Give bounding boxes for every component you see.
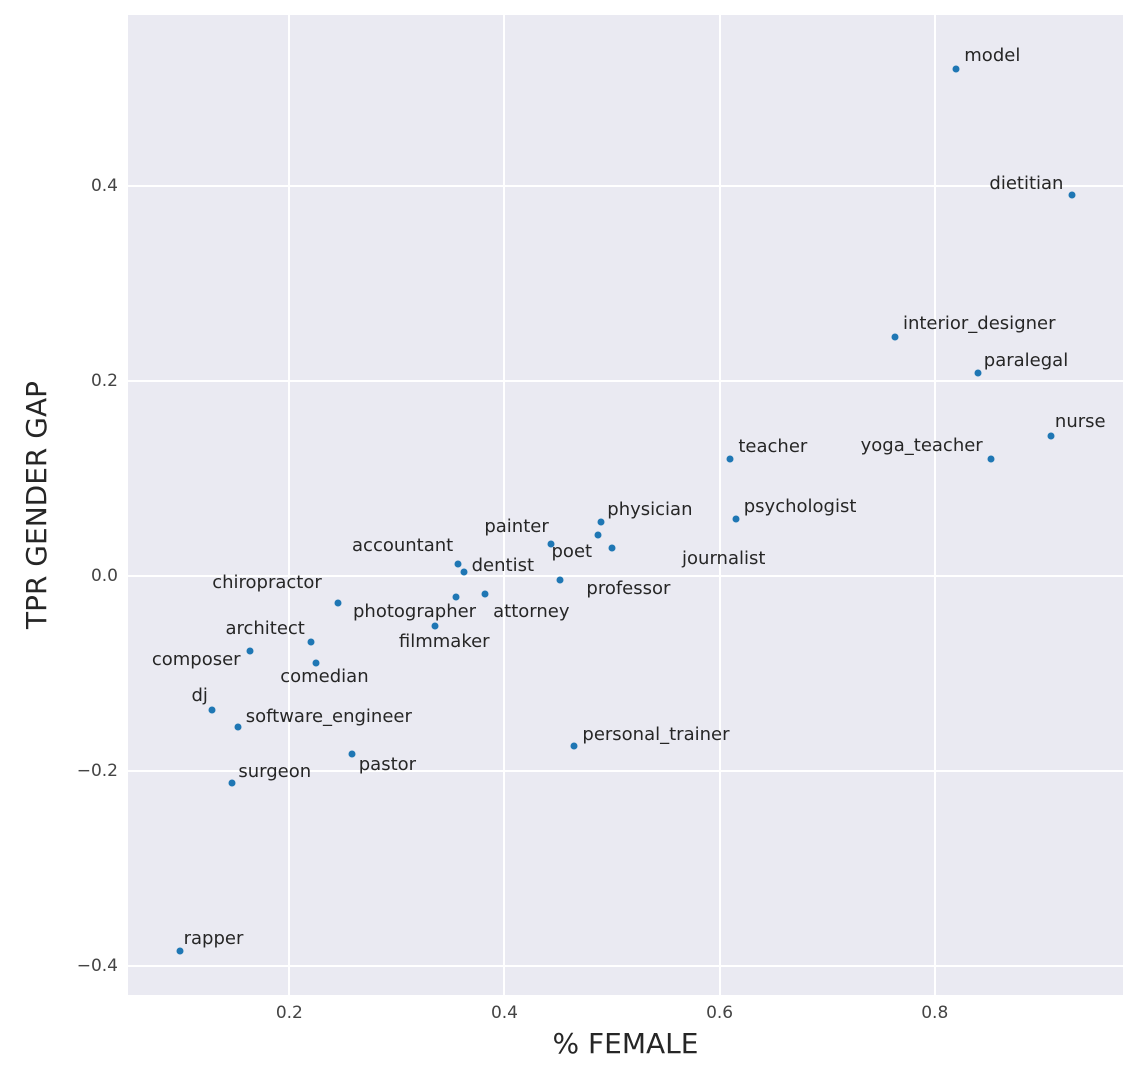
point-label-photographer: photographer [353, 601, 477, 623]
point-label-pastor: pastor [358, 754, 417, 776]
scatter-point-filmmaker [431, 622, 439, 630]
x-tick-label: 0.8 [921, 1003, 949, 1023]
y-tick-label: 0.2 [90, 370, 118, 391]
y-tick-label: 0.4 [90, 175, 118, 196]
scatter-point-journalist [608, 544, 616, 552]
point-label-yoga_teacher: yoga_teacher [860, 434, 983, 456]
point-label-physician: physician [607, 499, 693, 521]
point-label-professor: professor [586, 577, 671, 599]
point-label-filmmaker: filmmaker [398, 631, 490, 653]
point-label-paralegal: paralegal [983, 349, 1069, 371]
scatter-point-painter [547, 540, 555, 548]
scatter-point-accountant [454, 560, 462, 568]
scatter-point-dietitian [1068, 191, 1076, 199]
x-gridline [933, 15, 936, 995]
point-label-surgeon: surgeon [238, 761, 312, 783]
scatter-point-rapper [176, 947, 184, 955]
scatter-point-surgeon [228, 779, 236, 787]
scatter-point-teacher [726, 455, 734, 463]
y-gridline [128, 964, 1123, 967]
y-gridline [128, 379, 1123, 382]
scatter-point-architect [307, 638, 315, 646]
scatter-point-pastor [348, 750, 356, 758]
scatter-point-model [952, 65, 960, 73]
scatter-point-composer [246, 647, 254, 655]
scatter-point-photographer [452, 593, 460, 601]
point-label-dietitian: dietitian [989, 173, 1064, 195]
y-axis-label: TPR GENDER GAP [19, 380, 53, 630]
point-label-rapper: rapper [183, 928, 244, 950]
x-axis-label: % FEMALE [552, 1027, 699, 1060]
scatter-point-attorney [481, 590, 489, 598]
point-label-chiropractor: chiropractor [212, 572, 322, 593]
point-label-architect: architect [225, 618, 305, 639]
y-axis-title-area: TPR GENDER GAP [12, 15, 60, 995]
scatter-point-dentist [460, 568, 468, 576]
scatter-point-software_engineer [234, 723, 242, 731]
x-gridline [288, 15, 291, 995]
point-label-accountant: accountant [352, 534, 454, 556]
y-tick-label: 0.0 [90, 565, 118, 586]
x-gridline [503, 15, 506, 995]
point-label-attorney: attorney [493, 601, 570, 623]
x-tick-label: 0.4 [490, 1003, 519, 1023]
scatter-point-comedian [312, 659, 320, 667]
scatter-point-paralegal [974, 369, 982, 377]
scatter-point-nurse [1047, 432, 1055, 440]
scatter-point-physician [597, 518, 605, 526]
scatter-point-chiropractor [334, 599, 342, 607]
point-label-personal_trainer: personal_trainer [582, 724, 730, 746]
point-label-model: model [964, 44, 1021, 66]
y-tick-label: −0.2 [76, 760, 118, 781]
point-label-nurse: nurse [1054, 411, 1106, 433]
scatter-point-dj [208, 706, 216, 714]
point-label-software_engineer: software_engineer [245, 705, 412, 727]
x-tick-label: 0.6 [706, 1003, 734, 1023]
point-label-dentist: dentist [471, 554, 535, 576]
y-gridline [128, 184, 1123, 187]
y-gridline [128, 769, 1123, 772]
scatter-point-psychologist [732, 515, 740, 523]
x-axis-title-area: % FEMALE [128, 1027, 1123, 1060]
scatter-point-yoga_teacher [987, 455, 995, 463]
point-label-journalist: journalist [682, 548, 766, 570]
point-label-psychologist: psychologist [743, 496, 857, 518]
plot-area: model dietitian interior_designer paralegal… [128, 15, 1123, 995]
scatter-point-poet [594, 531, 602, 539]
point-label-interior_designer: interior_designer [902, 312, 1056, 334]
y-tick-label: −0.4 [76, 955, 118, 976]
point-label-painter: painter [484, 515, 549, 537]
scatter-point-personal_trainer [570, 742, 578, 750]
point-label-poet: poet [551, 540, 593, 562]
point-label-dj: dj [191, 685, 208, 707]
point-label-comedian: comedian [280, 666, 369, 688]
x-gridline [718, 15, 721, 995]
scatter-point-interior_designer [891, 333, 899, 341]
x-tick-label: 0.2 [275, 1003, 303, 1023]
y-gridline [128, 574, 1123, 577]
scatter-point-professor [556, 576, 564, 584]
point-label-composer: composer [151, 648, 241, 670]
point-label-teacher: teacher [738, 435, 808, 457]
